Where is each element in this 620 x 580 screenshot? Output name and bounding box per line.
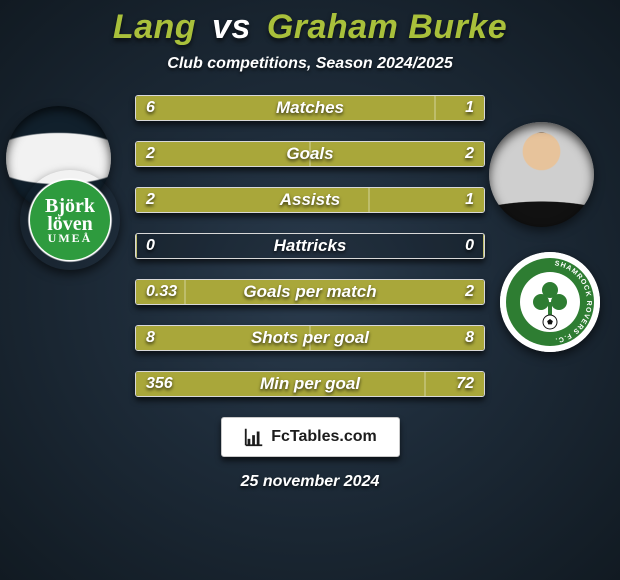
badge-left-line3: UMEÅ — [45, 233, 95, 244]
stat-label: Goals per match — [136, 280, 484, 304]
stat-label: Assists — [136, 188, 484, 212]
player2-club-badge: SHAMROCK ROVERS F.C. — [500, 252, 600, 352]
fctables-logo[interactable]: FcTables.com — [221, 417, 400, 457]
stat-row: 00Hattricks — [135, 233, 485, 259]
stat-row: 0.332Goals per match — [135, 279, 485, 305]
stat-label: Min per goal — [136, 372, 484, 396]
stat-row: 61Matches — [135, 95, 485, 121]
stats-panel: 61Matches 22Goals 21Assists 00Hattricks 0.33… — [135, 95, 485, 397]
player1-club-badge: Björk löven UMEÅ — [20, 170, 120, 270]
stat-row: 35672Min per goal — [135, 371, 485, 397]
player2-photo — [489, 122, 594, 227]
subtitle: Club competitions, Season 2024/2025 — [0, 55, 620, 73]
chart-bars-icon — [243, 426, 265, 448]
player2-name: Graham Burke — [267, 8, 507, 46]
stat-label: Matches — [136, 96, 484, 120]
stat-row: 21Assists — [135, 187, 485, 213]
stat-label: Hattricks — [136, 234, 484, 258]
stat-row: 22Goals — [135, 141, 485, 167]
stat-row: 88Shots per goal — [135, 325, 485, 351]
stat-label: Goals — [136, 142, 484, 166]
snapshot-date: 25 november 2024 — [0, 473, 620, 491]
player1-name: Lang — [113, 8, 196, 46]
badge-left-inner: Björk löven UMEÅ — [30, 180, 110, 260]
shamrock-rovers-badge-icon: SHAMROCK ROVERS F.C. — [500, 252, 600, 352]
fctables-logo-text: FcTables.com — [271, 428, 377, 446]
title-vs: vs — [212, 8, 251, 46]
comparison-title: Lang vs Graham Burke — [0, 0, 620, 47]
stat-label: Shots per goal — [136, 326, 484, 350]
